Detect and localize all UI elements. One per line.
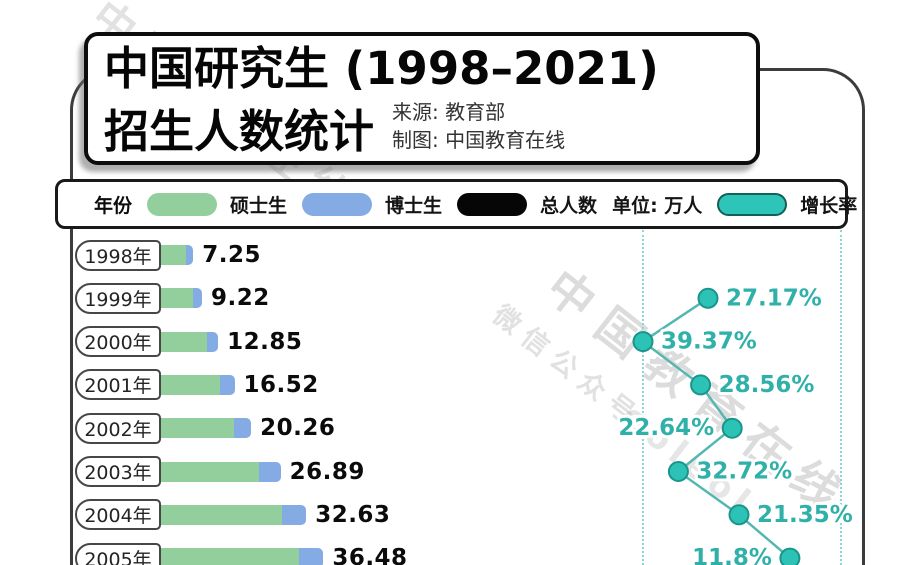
growth-axis-guide-right	[840, 230, 842, 565]
total-value: 9.22	[211, 285, 270, 312]
page-title-line1: 中国研究生 (1998–2021)	[104, 42, 659, 95]
bar-doctors	[193, 288, 203, 309]
bar-masters	[161, 418, 235, 439]
year-pill: 2001年	[75, 369, 161, 401]
growth-axis-guide-left	[642, 230, 644, 565]
year-pill: 1998年	[75, 239, 161, 271]
source-block: 来源: 教育部 制图: 中国教育在线	[392, 98, 565, 160]
year-pill: 2002年	[75, 412, 161, 444]
year-row-1998年: 1998年 7.25	[75, 239, 261, 271]
credit-label: 制图: 中国教育在线	[392, 128, 566, 152]
legend-item-growth: 增长率	[717, 191, 857, 218]
total-value: 20.26	[260, 415, 336, 442]
legend-item-unit: 单位: 万人	[612, 191, 702, 218]
legend-swatch-masters	[147, 192, 218, 216]
page-title-line2: 招生人数统计	[104, 105, 375, 158]
legend-label-unit: 单位: 万人	[612, 194, 703, 217]
total-value: 32.63	[315, 501, 391, 528]
legend-label-doctors: 博士生	[385, 194, 443, 217]
bar-doctors	[258, 461, 281, 482]
year-row-2005年: 2005年 36.48	[75, 542, 408, 565]
bar-masters	[161, 548, 299, 565]
year-row-2000年: 2000年 12.85	[75, 326, 303, 358]
total-value: 12.85	[227, 328, 303, 355]
bar-doctors	[220, 374, 235, 395]
total-value: 7.25	[202, 242, 261, 268]
bar-masters	[161, 461, 259, 482]
year-pill: 2003年	[75, 456, 161, 487]
legend-item-masters: 硕士生	[147, 191, 287, 218]
total-value: 26.89	[289, 458, 365, 485]
legend-swatch-doctors	[302, 192, 373, 216]
total-value: 36.48	[332, 545, 408, 565]
year-row-2003年: 2003年 26.89	[75, 456, 365, 487]
year-pill: 2005年	[75, 542, 161, 565]
legend-label-growth: 增长率	[800, 194, 858, 217]
legend-item-total: 总人数	[457, 191, 597, 218]
bar-doctors	[207, 331, 219, 352]
source-label: 来源: 教育部	[392, 100, 506, 124]
bar-doctors	[298, 548, 324, 565]
year-pill: 2004年	[75, 499, 161, 531]
legend-item-doctors: 博士生	[302, 191, 442, 218]
year-pill: 1999年	[75, 282, 161, 314]
bar-doctors	[186, 245, 194, 265]
year-row-2002年: 2002年 20.26	[75, 412, 336, 444]
year-row-2001年: 2001年 16.52	[75, 369, 319, 401]
year-row-2004年: 2004年 32.63	[75, 499, 391, 531]
bar-masters	[161, 504, 283, 525]
bar-masters	[161, 374, 221, 395]
title-card: 中国研究生 (1998–2021) 招生人数统计 来源: 教育部 制图: 中国教…	[84, 32, 760, 165]
year-pill: 2000年	[75, 326, 161, 358]
bar-doctors	[234, 418, 252, 439]
legend-label-total: 总人数	[540, 194, 598, 217]
bar-masters	[161, 331, 207, 352]
bar-doctors	[282, 504, 307, 525]
bar-masters	[161, 245, 187, 265]
legend-swatch-growth	[717, 192, 788, 216]
legend-items: 硕士生 博士生 总人数 单位: 万人 增长率	[147, 191, 857, 218]
legend-year-label: 年份	[94, 194, 133, 217]
bar-masters	[161, 288, 194, 309]
legend-bar: 年份 硕士生 博士生 总人数 单位: 万人 增长率	[55, 179, 857, 229]
year-row-1999年: 1999年 9.22	[75, 282, 270, 314]
total-value: 16.52	[243, 371, 319, 398]
legend-label-masters: 硕士生	[230, 194, 288, 217]
legend-swatch-total	[457, 192, 528, 216]
